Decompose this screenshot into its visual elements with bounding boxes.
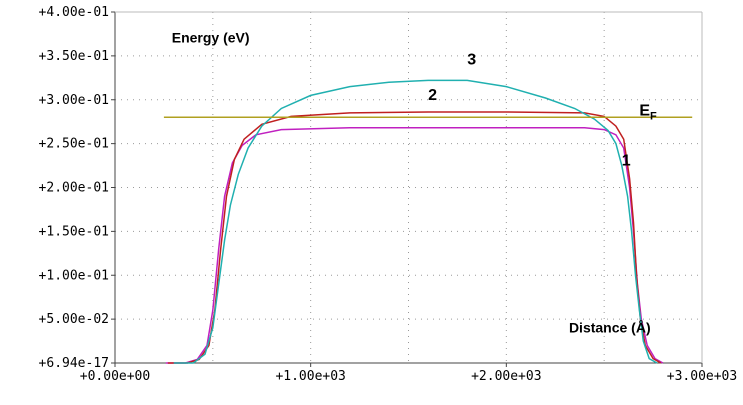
y-tick-label: +2.00e-01 bbox=[39, 181, 109, 196]
x-tick-label: +1.00e+03 bbox=[275, 369, 345, 384]
grid bbox=[115, 12, 702, 363]
x-tick-label: +2.00e+03 bbox=[471, 369, 541, 384]
annotations: Energy (eV) 3 2 1 Distance (Å) EF bbox=[172, 30, 657, 336]
y-tick-label: +6.94e-17 bbox=[39, 356, 109, 371]
y-tick-label: +5.00e-02 bbox=[39, 312, 109, 327]
x-tick-label: +0.00e+00 bbox=[80, 369, 150, 384]
annotation-label: 2 bbox=[428, 87, 437, 104]
y-tick-label: +3.50e-01 bbox=[39, 49, 109, 64]
tick-labels: +6.94e-17 +5.00e-02 +1.00e-01 +1.50e-01 +2.0… bbox=[39, 5, 738, 384]
y-tick-label: +2.50e-01 bbox=[39, 137, 109, 152]
annotation-label: Energy (eV) bbox=[172, 30, 250, 46]
y-tick-label: +1.50e-01 bbox=[39, 224, 109, 239]
annotation-label: 1 bbox=[622, 153, 631, 170]
y-tick-label: +1.00e-01 bbox=[39, 268, 109, 283]
x-tick-label: +3.00e+03 bbox=[667, 369, 737, 384]
series-3-line bbox=[173, 79, 658, 364]
y-tick-label: +4.00e-01 bbox=[39, 5, 109, 20]
annotation-label: 3 bbox=[467, 52, 476, 69]
axes bbox=[111, 11, 703, 367]
series-lines bbox=[163, 79, 693, 364]
y-tick-label: +3.00e-01 bbox=[39, 93, 109, 108]
fermi-level-label: EF bbox=[639, 102, 657, 122]
annotation-label: Distance (Å) bbox=[569, 319, 651, 335]
